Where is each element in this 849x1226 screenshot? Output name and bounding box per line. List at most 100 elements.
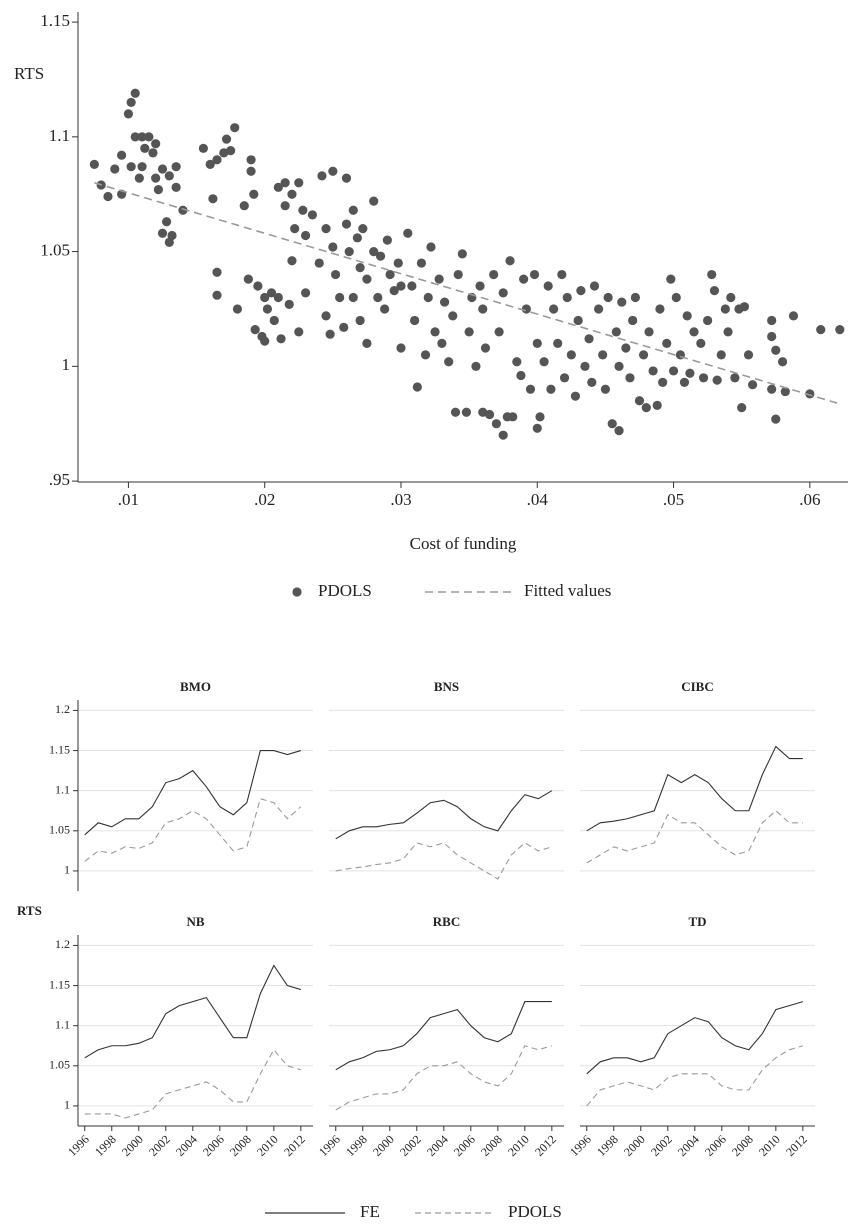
y-tick-label: 1.1 (49, 126, 70, 145)
y-tick-label: 1.15 (49, 742, 70, 756)
point (126, 162, 136, 172)
point (294, 178, 304, 188)
x-tick-label: 2012 (783, 1132, 810, 1159)
point (420, 350, 431, 360)
panel-title: BNS (434, 679, 459, 694)
point (630, 292, 640, 303)
point (625, 373, 635, 383)
point (266, 288, 277, 298)
point (816, 325, 826, 335)
point (369, 246, 379, 257)
point (137, 132, 147, 142)
point (380, 304, 390, 314)
point (475, 281, 485, 291)
point (325, 329, 335, 339)
point (171, 162, 181, 172)
point (525, 384, 536, 394)
point (103, 191, 113, 202)
point (262, 304, 273, 314)
y-tick-label: .95 (49, 470, 70, 489)
point (634, 396, 645, 406)
point (393, 258, 403, 268)
y-tick-label: 1.15 (40, 11, 70, 30)
point (246, 166, 256, 176)
point (549, 304, 559, 314)
point (453, 269, 463, 280)
y-tick-label: 1.2 (55, 937, 70, 951)
point (464, 327, 474, 337)
point (239, 201, 249, 211)
x-tick-label: 1996 (567, 1132, 594, 1159)
point (638, 350, 649, 360)
point (284, 299, 294, 309)
point (167, 230, 177, 241)
point (362, 338, 372, 348)
point (603, 292, 613, 303)
point (529, 269, 540, 280)
point (212, 290, 222, 300)
point (698, 373, 709, 383)
x-tick-label: .05 (663, 490, 684, 509)
x-tick-label: .02 (254, 490, 275, 509)
series-line (586, 745, 803, 832)
point (314, 258, 324, 268)
point (287, 189, 297, 199)
point (668, 366, 679, 376)
y-axis-label: RTS (17, 903, 42, 918)
x-tick-label: .03 (390, 490, 411, 509)
point (444, 357, 454, 367)
legend-marker (292, 587, 302, 597)
legend-label: FE (360, 1202, 380, 1221)
point (666, 274, 676, 284)
point (662, 338, 672, 348)
point (205, 159, 215, 169)
point (440, 297, 450, 307)
point (607, 419, 617, 429)
series-line (335, 842, 553, 880)
x-tick-label: 2004 (424, 1132, 451, 1159)
x-tick-label: 2006 (451, 1132, 478, 1159)
point (641, 403, 651, 413)
point (532, 338, 542, 348)
point (788, 311, 799, 321)
point (341, 173, 352, 183)
point (243, 274, 253, 284)
point (328, 166, 338, 176)
y-tick-label: 1.1 (55, 1017, 70, 1031)
point (369, 196, 379, 206)
panel-title: BMO (180, 679, 211, 694)
point (611, 327, 621, 337)
point (478, 304, 488, 314)
point (508, 412, 518, 422)
point (448, 311, 458, 321)
point (712, 375, 722, 385)
point (273, 182, 283, 192)
x-tick-label: 2002 (146, 1132, 173, 1159)
point (300, 230, 311, 241)
point (385, 269, 395, 280)
point (373, 292, 383, 303)
point (198, 143, 208, 153)
point (505, 256, 515, 266)
point (532, 423, 542, 433)
point (737, 403, 747, 413)
panel-title: NB (186, 914, 204, 929)
point (480, 343, 491, 353)
series-line (586, 1045, 804, 1107)
x-tick-label: 2006 (200, 1132, 227, 1159)
point (587, 377, 597, 388)
point (321, 224, 331, 234)
point (382, 235, 392, 245)
x-tick-label: 2008 (478, 1132, 505, 1159)
point (457, 249, 467, 259)
point (151, 139, 161, 149)
point (767, 315, 777, 326)
point (298, 205, 308, 215)
point (598, 350, 608, 360)
point (644, 327, 654, 337)
point (358, 224, 368, 234)
y-tick-label: 1.05 (49, 823, 70, 837)
point (835, 325, 845, 335)
point (151, 173, 161, 183)
point (589, 281, 600, 291)
